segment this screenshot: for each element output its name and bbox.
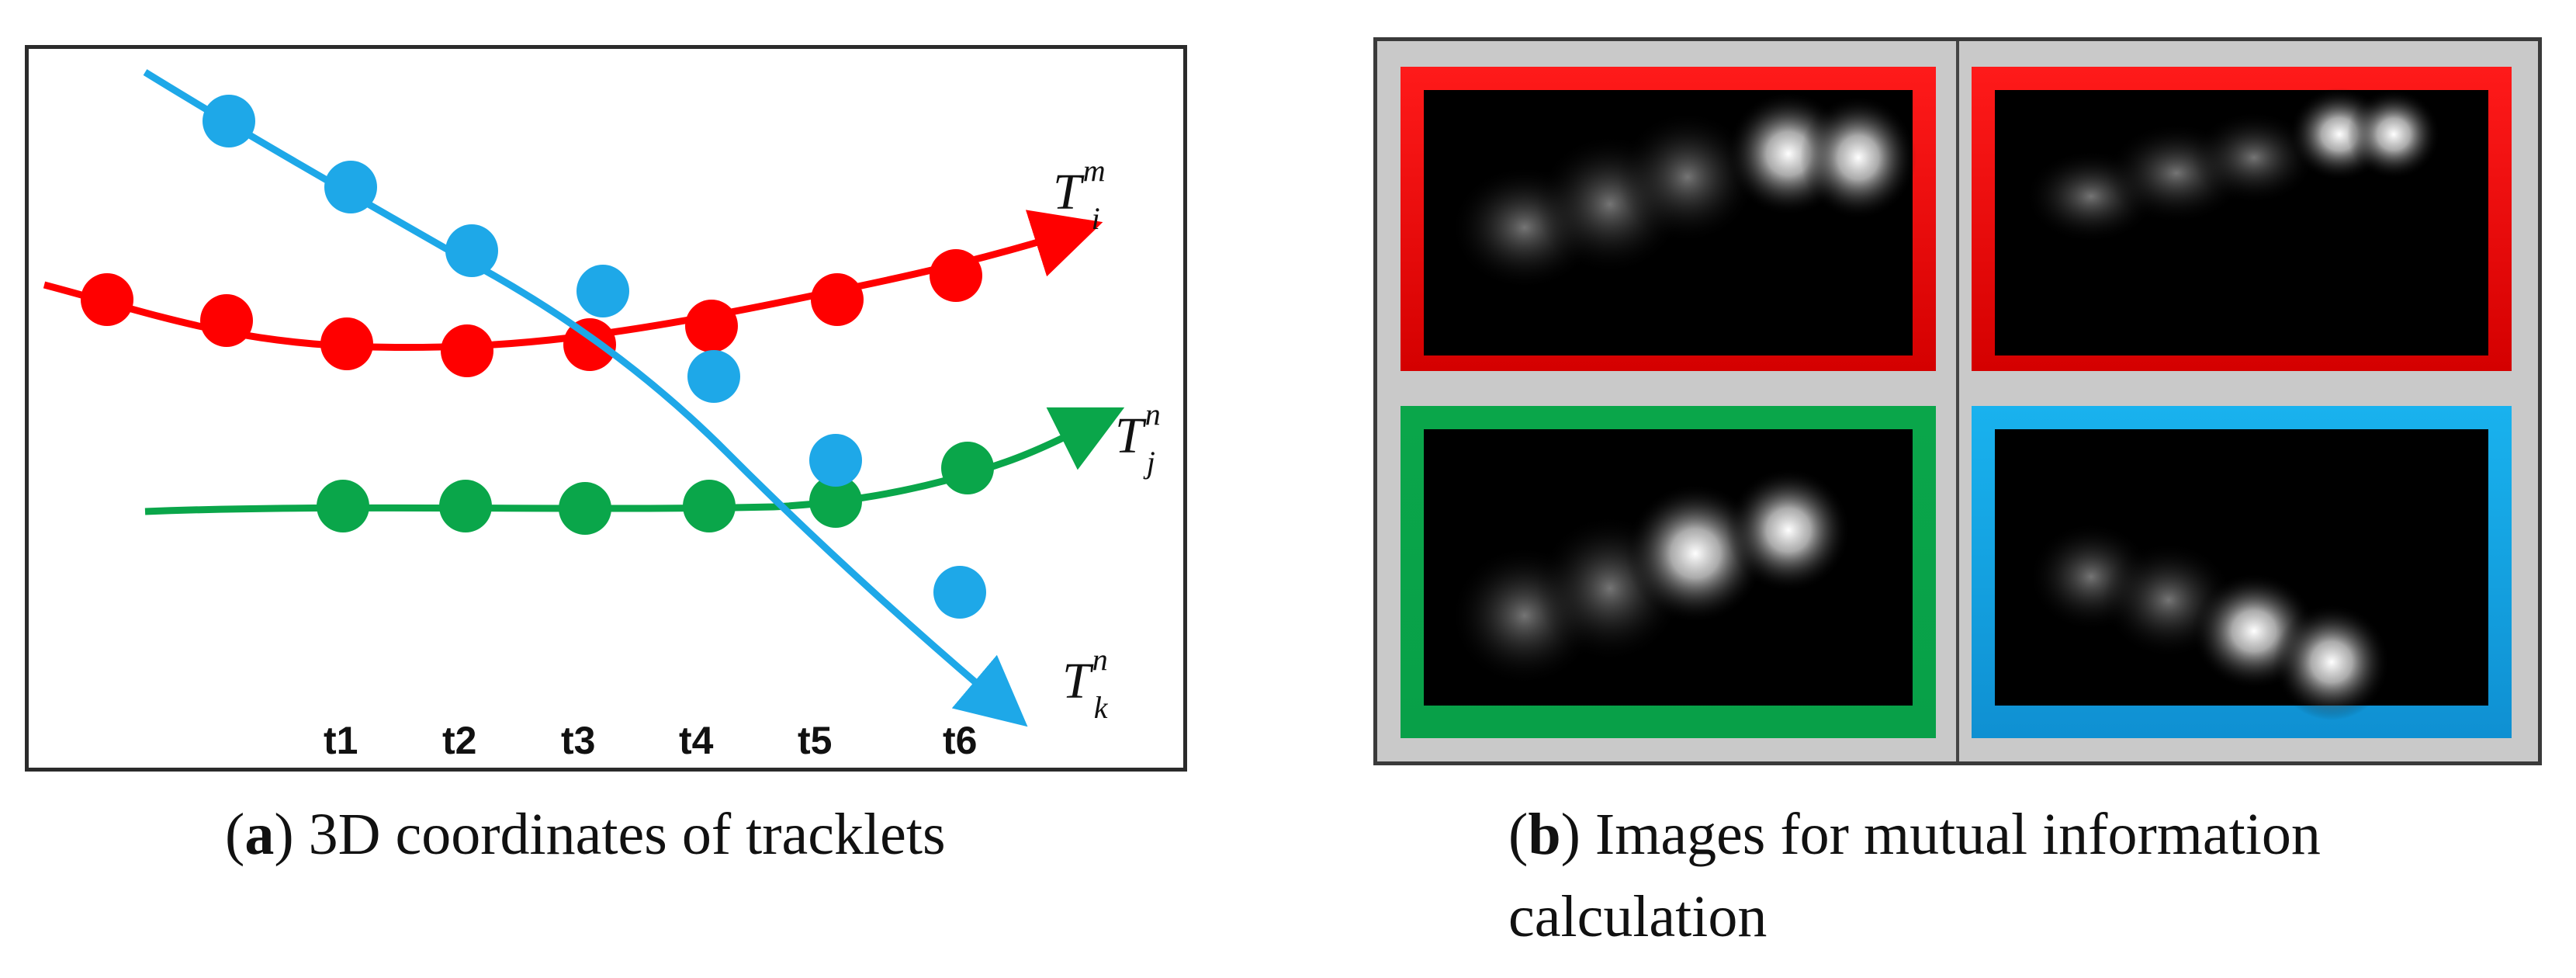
time-label: t3 — [561, 719, 595, 762]
caption-a: (a) 3D coordinates of tracklets — [225, 802, 946, 867]
track-point — [320, 317, 373, 370]
track-point — [200, 294, 253, 347]
tracklet-diagram-panel: Tm i Tn j Tn k t1 t2 t3 t4 t5 t6 — [25, 45, 1187, 772]
track-point — [439, 480, 492, 532]
track-label-green: Tn j — [1115, 397, 1161, 480]
intensity-image — [2025, 88, 2440, 243]
track-point — [811, 273, 864, 326]
track-point — [203, 95, 255, 147]
tracklet-red — [43, 210, 1103, 377]
caption-letter: b — [1528, 802, 1561, 867]
caption-b: (b) Images for mutual information calcula… — [1508, 802, 2321, 949]
track-point — [441, 324, 493, 377]
track-point — [683, 480, 736, 532]
time-label: t6 — [943, 719, 977, 762]
track-point — [809, 434, 862, 487]
caption-letter: a — [244, 802, 275, 867]
time-label: t5 — [798, 719, 832, 762]
track-point — [317, 480, 369, 532]
time-label: t4 — [679, 719, 714, 762]
caption-text-line2: calculation — [1508, 884, 1768, 949]
track-point — [687, 350, 740, 403]
image-grid-panel — [1373, 37, 2542, 765]
track-point — [941, 442, 994, 494]
track-label-red: Tm i — [1053, 153, 1106, 236]
image-grid — [1401, 41, 2512, 761]
track-point — [559, 482, 611, 535]
image-frame-top-left — [1401, 67, 1936, 371]
time-label: t2 — [442, 719, 476, 762]
track-point — [324, 161, 377, 213]
track-point — [81, 273, 133, 326]
track-point — [576, 265, 629, 317]
intensity-image — [1451, 468, 1851, 685]
track-point — [685, 300, 738, 352]
caption-text-line1: Images for mutual information — [1580, 802, 2321, 867]
intensity-image — [2029, 522, 2390, 720]
tracklet-diagram: Tm i Tn j Tn k t1 t2 t3 t4 t5 t6 — [43, 69, 1161, 762]
track-point — [445, 224, 498, 277]
time-label: t1 — [324, 719, 358, 762]
tracklet-blue — [143, 69, 1028, 727]
caption-text: 3D coordinates of tracklets — [293, 802, 946, 867]
image-frame-bottom-right — [1972, 406, 2512, 738]
track-label-blue: Tn k — [1062, 642, 1109, 725]
image-frame-bottom-left — [1401, 406, 1936, 738]
track-point — [933, 566, 986, 619]
track-point — [809, 475, 862, 528]
intensity-image — [1451, 92, 1916, 290]
track-point — [930, 249, 982, 302]
image-frame-top-right — [1972, 67, 2512, 371]
tracklet-green — [144, 407, 1125, 535]
